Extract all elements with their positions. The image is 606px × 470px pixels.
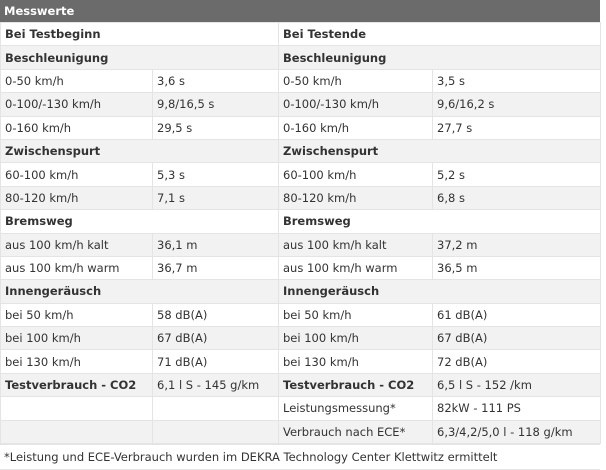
table-row: 0-50 km/h 3,6 s 0-50 km/h 3,5 s	[0, 68, 601, 94]
measurement-label: 60-100 km/h	[278, 162, 433, 187]
measurement-label: bei 50 km/h	[0, 302, 153, 328]
measurement-value: 27,7 s	[432, 115, 601, 140]
measurement-label	[0, 396, 153, 421]
table-row: bei 130 km/h 71 dB(A) bei 130 km/h 72 dB(A)	[0, 349, 601, 374]
section-header: Zwischenspurt	[278, 138, 601, 164]
measurement-value	[152, 419, 279, 445]
measurement-value: 5,3 s	[152, 162, 279, 187]
measurement-value: 3,5 s	[432, 68, 601, 94]
measurement-value: 6,1 l S - 145 g/km	[152, 372, 279, 398]
table-row: bei 50 km/h 58 dB(A) bei 50 km/h 61 dB(A)	[0, 302, 601, 328]
measurement-value: 6,5 l S - 152 /km	[432, 372, 601, 398]
measurement-label: 0-160 km/h	[0, 115, 153, 140]
section-header: Zwischenspurt	[0, 138, 279, 164]
measurement-label: 0-100/-130 km/h	[278, 92, 433, 117]
measurements-table: Bei Testbeginn Bei Testende Beschleunigung…	[0, 21, 601, 445]
measurement-value: 29,5 s	[152, 115, 279, 140]
measurement-label: Testverbrauch - CO2	[278, 372, 433, 398]
measurement-value: 9,6/16,2 s	[432, 92, 601, 117]
measurement-label: 0-100/-130 km/h	[0, 92, 153, 117]
measurement-value	[152, 396, 279, 421]
table-row: Leistungsmessung* 82kW - 111 PS	[0, 396, 601, 421]
measurement-value: 6,8 s	[432, 185, 601, 211]
table-row: aus 100 km/h warm 36,7 m aus 100 km/h warm…	[0, 255, 601, 281]
measurement-value: 58 dB(A)	[152, 302, 279, 328]
measurement-label: Verbrauch nach ECE*	[278, 419, 433, 445]
measurement-label: Leistungsmessung*	[278, 396, 433, 421]
table-row: 60-100 km/h 5,3 s 60-100 km/h 5,2 s	[0, 162, 601, 187]
table-row: 80-120 km/h 7,1 s 80-120 km/h 6,8 s	[0, 185, 601, 211]
section-header-row: Zwischenspurt Zwischenspurt	[0, 138, 601, 164]
section-header-row: Bremsweg Bremsweg	[0, 209, 601, 234]
column-header: Bei Testende	[278, 21, 601, 47]
section-header: Bremsweg	[0, 209, 279, 234]
measurement-value: 7,1 s	[152, 185, 279, 211]
measurement-value: 61 dB(A)	[432, 302, 601, 328]
measurement-label: bei 130 km/h	[0, 349, 153, 374]
measurement-value: 36,5 m	[432, 255, 601, 281]
measurement-value: 6,3/4,2/5,0 l - 118 g/km	[432, 419, 601, 445]
column-header-row: Bei Testbeginn Bei Testende	[0, 21, 601, 47]
measurement-value: 37,2 m	[432, 232, 601, 257]
measurement-label: Testverbrauch - CO2	[0, 372, 153, 398]
consumption-row: Testverbrauch - CO2 6,1 l S - 145 g/km Tes…	[0, 372, 601, 398]
section-header: Bremsweg	[278, 209, 601, 234]
measurement-value: 36,1 m	[152, 232, 279, 257]
measurement-label: 60-100 km/h	[0, 162, 153, 187]
measurement-label: bei 50 km/h	[278, 302, 433, 328]
section-header-row: Beschleunigung Beschleunigung	[0, 45, 601, 70]
measurement-label: 80-120 km/h	[0, 185, 153, 211]
measurement-value: 5,2 s	[432, 162, 601, 187]
measurement-value: 67 dB(A)	[152, 326, 279, 351]
table-row: 0-160 km/h 29,5 s 0-160 km/h 27,7 s	[0, 115, 601, 140]
footnote: *Leistung und ECE-Verbrauch wurden im DE…	[0, 444, 600, 470]
section-header: Beschleunigung	[0, 45, 279, 70]
measurement-label	[0, 419, 153, 445]
measurement-label: 0-50 km/h	[278, 68, 433, 94]
measurement-value: 3,6 s	[152, 68, 279, 94]
measurement-label: aus 100 km/h kalt	[0, 232, 153, 257]
table-row: aus 100 km/h kalt 36,1 m aus 100 km/h kalt…	[0, 232, 601, 257]
measurement-label: 0-160 km/h	[278, 115, 433, 140]
measurement-value: 36,7 m	[152, 255, 279, 281]
section-header: Beschleunigung	[278, 45, 601, 70]
section-header: Innengeräusch	[0, 279, 279, 304]
measurement-value: 82kW - 111 PS	[432, 396, 601, 421]
measurement-label: aus 100 km/h warm	[278, 255, 433, 281]
measurement-label: aus 100 km/h kalt	[278, 232, 433, 257]
measurement-label: bei 100 km/h	[0, 326, 153, 351]
measurement-label: bei 130 km/h	[278, 349, 433, 374]
section-header-row: Innengeräusch Innengeräusch	[0, 279, 601, 304]
measurement-label: aus 100 km/h warm	[0, 255, 153, 281]
measurement-value: 71 dB(A)	[152, 349, 279, 374]
table-row: 0-100/-130 km/h 9,8/16,5 s 0-100/-130 km/h…	[0, 92, 601, 117]
table-row: Verbrauch nach ECE* 6,3/4,2/5,0 l - 118 g…	[0, 419, 601, 445]
measurement-label: 80-120 km/h	[278, 185, 433, 211]
measurement-label: bei 100 km/h	[278, 326, 433, 351]
column-header: Bei Testbeginn	[0, 21, 279, 47]
table-row: bei 100 km/h 67 dB(A) bei 100 km/h 67 dB(A)	[0, 326, 601, 351]
table-title: Messwerte	[0, 0, 600, 22]
measurement-value: 9,8/16,5 s	[152, 92, 279, 117]
section-header: Innengeräusch	[278, 279, 601, 304]
measurement-value: 67 dB(A)	[432, 326, 601, 351]
measurement-value: 72 dB(A)	[432, 349, 601, 374]
measurement-label: 0-50 km/h	[0, 68, 153, 94]
